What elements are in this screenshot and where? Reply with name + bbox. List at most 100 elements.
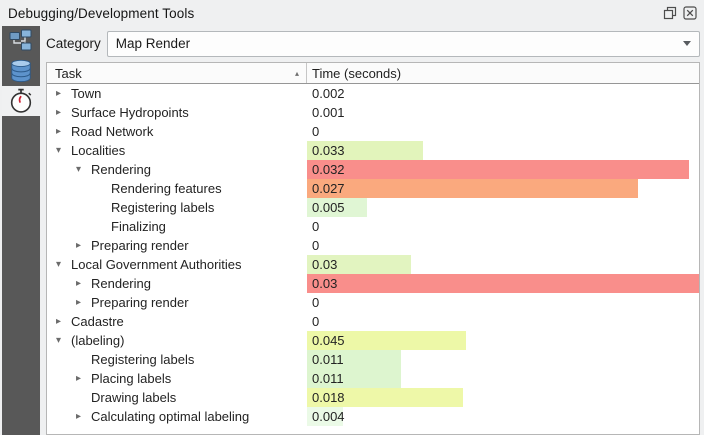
- task-cell: ▸ Placing labels: [47, 369, 307, 388]
- tab-query-logger[interactable]: [2, 56, 40, 86]
- close-icon: [682, 6, 697, 20]
- task-label: Drawing labels: [91, 390, 177, 405]
- time-cell: 0: [307, 312, 699, 331]
- time-value: 0.005: [312, 200, 345, 215]
- time-value: 0.032: [312, 162, 345, 177]
- task-label: Rendering: [91, 276, 151, 291]
- time-cell: 0.002: [307, 84, 699, 103]
- task-label: Preparing render: [91, 295, 189, 310]
- time-bar: [307, 160, 689, 179]
- time-bar: [307, 331, 467, 350]
- time-value: 0: [312, 314, 320, 329]
- tree-row[interactable]: ▸ Road Network 0: [47, 122, 699, 141]
- task-label: Rendering features: [111, 181, 222, 196]
- time-cell: 0: [307, 217, 699, 236]
- profiler-tree: Task ▴ Time (seconds) ▸ Town 0.002 ▸ Surface…: [46, 62, 700, 435]
- tree-row[interactable]: Drawing labels 0.018: [47, 388, 699, 407]
- category-selected-value: Map Render: [115, 36, 191, 51]
- time-cell: 0.033: [307, 141, 699, 160]
- tree-row[interactable]: ▾ Rendering 0.032: [47, 160, 699, 179]
- tree-row[interactable]: ▸ Calculating optimal labeling 0.004: [47, 407, 699, 426]
- time-bar: [307, 179, 638, 198]
- tab-profiler[interactable]: [2, 86, 40, 116]
- column-header-time-label: Time (seconds): [312, 65, 402, 81]
- task-cell: ▸ Rendering: [47, 274, 307, 293]
- task-cell: ▾ Localities: [47, 141, 307, 160]
- expand-arrow-icon[interactable]: ▸: [56, 316, 62, 327]
- task-cell: ▸ Cadastre: [47, 312, 307, 331]
- stopwatch-icon: [8, 88, 34, 114]
- collapse-arrow-icon[interactable]: ▾: [56, 259, 62, 270]
- expand-arrow-icon[interactable]: ▸: [56, 107, 62, 118]
- task-label: Localities: [71, 143, 126, 158]
- time-value: 0.03: [312, 276, 338, 291]
- tree-row[interactable]: ▸ Town 0.002: [47, 84, 699, 103]
- close-panel-button[interactable]: [682, 6, 697, 21]
- task-cell: ▸ Preparing render: [47, 236, 307, 255]
- network-logger-icon: [9, 29, 33, 53]
- time-cell: 0.03: [307, 274, 699, 293]
- tree-row[interactable]: Rendering features 0.027: [47, 179, 699, 198]
- collapse-arrow-icon[interactable]: ▾: [56, 335, 62, 346]
- tree-row[interactable]: ▸ Preparing render 0: [47, 236, 699, 255]
- time-value: 0.033: [312, 143, 345, 158]
- collapse-arrow-icon[interactable]: ▾: [76, 164, 82, 175]
- task-cell: Drawing labels: [47, 388, 307, 407]
- category-row: Category Map Render: [46, 30, 700, 57]
- task-label: Registering labels: [91, 352, 195, 367]
- expand-arrow-icon[interactable]: ▸: [76, 278, 82, 289]
- profiler-content: Category Map Render Task ▴ Time (seconds…: [40, 26, 704, 435]
- category-select[interactable]: Map Render: [106, 30, 700, 57]
- float-icon: [663, 6, 677, 20]
- tree-row[interactable]: ▾ (labeling) 0.045: [47, 331, 699, 350]
- category-label: Category: [46, 36, 101, 51]
- tree-row[interactable]: ▸ Rendering 0.03: [47, 274, 699, 293]
- task-cell: ▾ (labeling): [47, 331, 307, 350]
- tree-row[interactable]: ▸ Placing labels 0.011: [47, 369, 699, 388]
- time-cell: 0.001: [307, 103, 699, 122]
- expand-arrow-icon[interactable]: ▸: [76, 411, 82, 422]
- sort-ascending-icon: ▴: [294, 68, 299, 78]
- tree-row[interactable]: Registering labels 0.005: [47, 198, 699, 217]
- expand-arrow-icon[interactable]: ▸: [56, 88, 62, 99]
- expand-arrow-icon[interactable]: ▸: [76, 297, 82, 308]
- collapse-arrow-icon[interactable]: ▾: [56, 145, 62, 156]
- task-cell: ▸ Calculating optimal labeling: [47, 407, 307, 426]
- time-value: 0.001: [312, 105, 345, 120]
- time-bar: [307, 198, 367, 217]
- time-value: 0.002: [312, 86, 345, 101]
- tree-row[interactable]: Finalizing 0: [47, 217, 699, 236]
- task-cell: ▸ Preparing render: [47, 293, 307, 312]
- float-panel-button[interactable]: [662, 6, 677, 21]
- expand-arrow-icon[interactable]: ▸: [76, 240, 82, 251]
- column-header-task[interactable]: Task ▴: [47, 63, 307, 83]
- tree-row[interactable]: ▸ Preparing render 0: [47, 293, 699, 312]
- task-cell: Rendering features: [47, 179, 307, 198]
- time-bar: [307, 350, 402, 369]
- time-value: 0: [312, 295, 320, 310]
- task-label: Registering labels: [111, 200, 215, 215]
- column-header-time[interactable]: Time (seconds): [307, 63, 699, 83]
- task-cell: ▸ Surface Hydropoints: [47, 103, 307, 122]
- tab-network-logger[interactable]: [2, 26, 40, 56]
- task-label: Rendering: [91, 162, 151, 177]
- task-label: Road Network: [71, 124, 154, 139]
- time-value: 0.027: [312, 181, 345, 196]
- time-value: 0.011: [312, 352, 344, 367]
- time-bar: [307, 369, 402, 388]
- expand-arrow-icon[interactable]: ▸: [56, 126, 62, 137]
- expand-arrow-icon[interactable]: ▸: [76, 373, 82, 384]
- time-cell: 0: [307, 236, 699, 255]
- time-value: 0: [312, 238, 320, 253]
- time-cell: 0.045: [307, 331, 699, 350]
- task-label: Town: [71, 86, 102, 101]
- time-bar: [307, 255, 411, 274]
- tree-row[interactable]: ▾ Localities 0.033: [47, 141, 699, 160]
- tree-row[interactable]: ▸ Cadastre 0: [47, 312, 699, 331]
- task-label: (labeling): [71, 333, 125, 348]
- tree-row[interactable]: Registering labels 0.011: [47, 350, 699, 369]
- tree-row[interactable]: ▾ Local Government Authorities 0.03: [47, 255, 699, 274]
- time-cell: 0.03: [307, 255, 699, 274]
- time-bar: [307, 141, 424, 160]
- tree-row[interactable]: ▸ Surface Hydropoints 0.001: [47, 103, 699, 122]
